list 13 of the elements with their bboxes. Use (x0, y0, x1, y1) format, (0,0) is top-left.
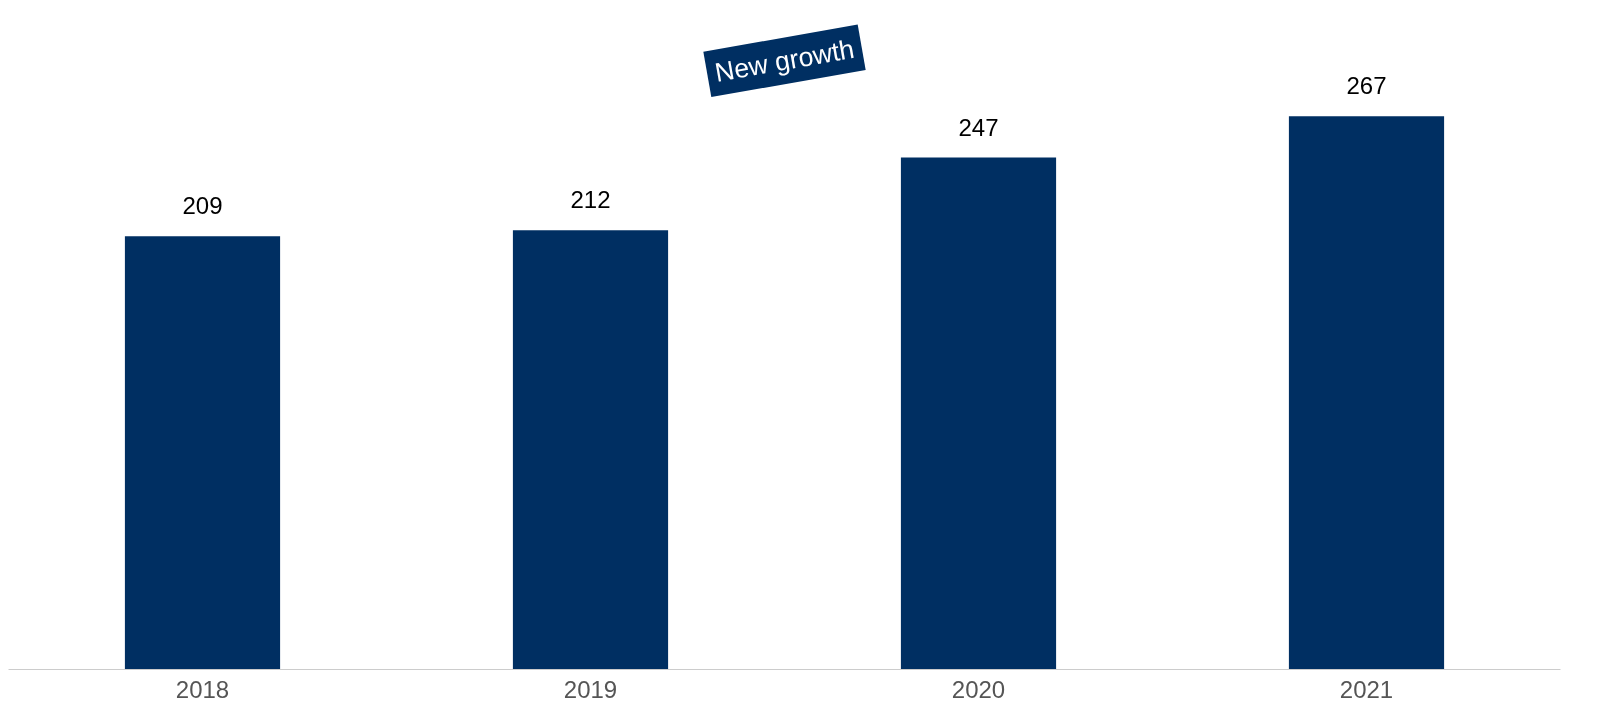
bar (900, 157, 1057, 670)
x-tick-label: 2018 (175, 675, 230, 703)
bar (512, 230, 669, 670)
x-tick-label: 2020 (951, 675, 1006, 703)
data-label: 209 (182, 192, 223, 220)
data-label: 212 (570, 186, 611, 214)
bar (124, 236, 281, 670)
data-label: 247 (958, 113, 999, 141)
bar (1288, 116, 1445, 670)
text: New growth (712, 33, 857, 88)
data-label: 267 (1346, 72, 1387, 100)
x-tick-label: 2021 (1339, 675, 1394, 703)
x-tick-label: 2019 (563, 675, 618, 703)
